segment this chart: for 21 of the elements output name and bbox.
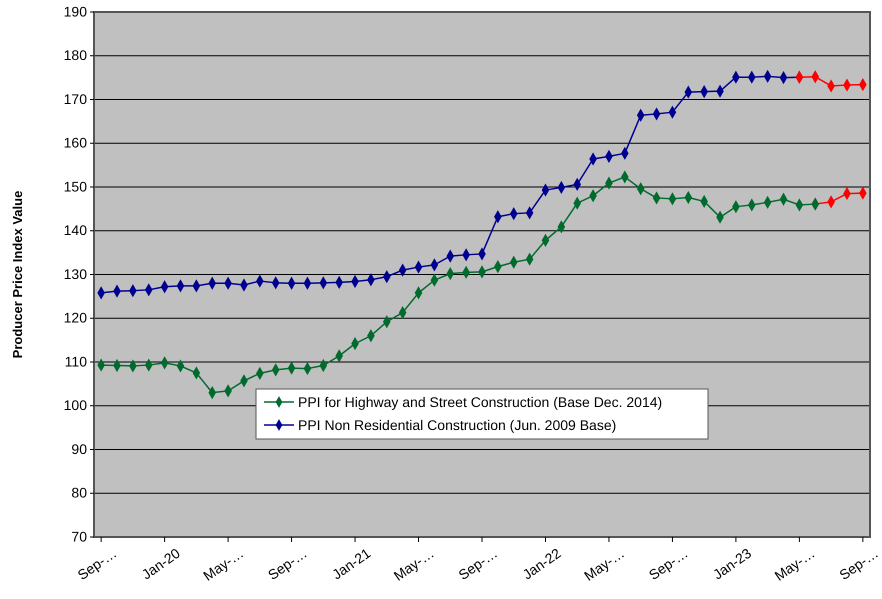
x-tick-label: Sep-… bbox=[455, 544, 500, 583]
legend-label: PPI for Highway and Street Construction (Base Dec. 2014) bbox=[298, 394, 662, 410]
y-tick-label: 170 bbox=[64, 90, 88, 107]
y-tick-label: 100 bbox=[64, 397, 88, 414]
y-tick-label: 190 bbox=[64, 3, 88, 20]
legend-label: PPI Non Residential Construction (Jun. 2009 Base) bbox=[298, 416, 616, 433]
y-tick-label: 150 bbox=[64, 178, 88, 194]
x-tick-label: Sep-… bbox=[264, 544, 310, 583]
y-tick-label: 140 bbox=[64, 222, 88, 238]
y-tick-label: 110 bbox=[64, 353, 88, 370]
x-tick-label: Sep-… bbox=[74, 544, 120, 583]
y-tick-label: 70 bbox=[71, 528, 88, 544]
y-tick-label: 90 bbox=[71, 440, 88, 457]
y-tick-label: 80 bbox=[71, 484, 88, 501]
x-tick-label: Sep-… bbox=[836, 544, 882, 583]
y-tick-label: 160 bbox=[64, 134, 88, 151]
y-tick-label: 180 bbox=[64, 47, 88, 64]
y-axis-title: Producer Price Index Value bbox=[10, 190, 25, 358]
y-tick-label: 130 bbox=[64, 266, 88, 282]
y-tick-label: 120 bbox=[64, 310, 88, 326]
x-tick-label: Sep-… bbox=[646, 544, 691, 583]
